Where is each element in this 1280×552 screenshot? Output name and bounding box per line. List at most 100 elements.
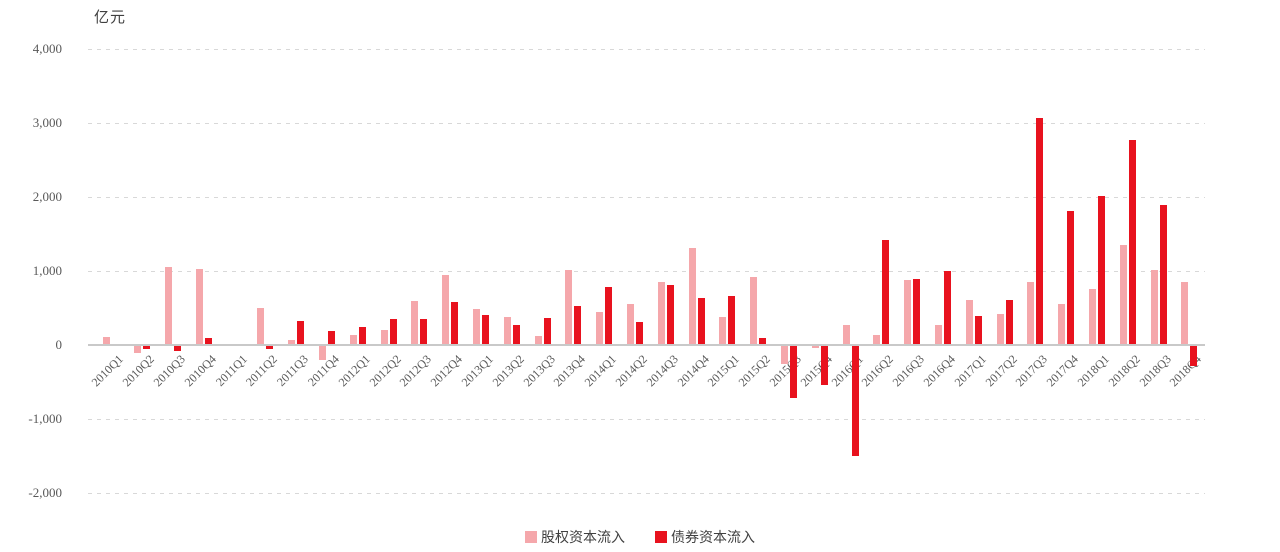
bar-equity-2013Q3	[534, 336, 542, 345]
bar-equity-2014Q3	[657, 282, 665, 345]
bar-bond-2015Q4	[820, 346, 828, 385]
gridline-1000	[88, 271, 1205, 272]
bar-bond-2010Q2	[143, 346, 151, 350]
y-tick-label-4000: 4,000	[32, 41, 62, 56]
bar-bond-2014Q4	[697, 298, 705, 345]
bar-bond-2018Q1	[1098, 196, 1105, 345]
x-tick-label-2017Q3: 2017Q3	[1013, 352, 1051, 390]
y-tick-label-3000: 3,000	[32, 115, 62, 130]
bar-bond-2017Q4	[1067, 211, 1075, 345]
y-axis-unit-label: 亿元	[94, 10, 127, 26]
bar-bond-2018Q3	[1159, 204, 1167, 345]
bar-equity-2015Q2	[750, 277, 758, 345]
bond-series-swatch-icon	[655, 531, 667, 543]
bar-equity-2011Q4	[319, 346, 326, 361]
bar-equity-2015Q4	[811, 346, 819, 348]
bar-bond-2018Q2	[1128, 140, 1136, 345]
bar-bond-2017Q1	[974, 316, 982, 345]
bar-bond-2011Q4	[328, 331, 335, 345]
x-tick-label-2016Q4: 2016Q4	[920, 352, 958, 390]
x-tick-label-2010Q1: 2010Q1	[89, 352, 127, 390]
x-tick-label-2013Q2: 2013Q2	[489, 352, 527, 390]
bar-bond-2010Q4	[204, 338, 212, 345]
gridline--2000	[88, 493, 1205, 494]
x-tick-label-2018Q3: 2018Q3	[1136, 352, 1174, 390]
bar-bond-2012Q4	[451, 302, 459, 345]
gridline-4000	[88, 49, 1205, 50]
gridline--1000	[88, 419, 1205, 420]
bar-equity-2017Q2	[996, 314, 1004, 345]
x-tick-label-2015Q2: 2015Q2	[735, 352, 774, 390]
bar-equity-2012Q4	[442, 275, 450, 345]
bar-bond-2016Q3	[913, 279, 921, 345]
bar-bond-2014Q3	[666, 284, 674, 345]
bar-bond-2010Q3	[174, 346, 181, 351]
legend-item-bond: 债券资本流入	[655, 527, 755, 547]
x-tick-label-2012Q2: 2012Q2	[366, 352, 404, 390]
bar-equity-2010Q2	[134, 346, 142, 354]
y-tick-label-2000: 2,000	[32, 189, 62, 204]
x-tick-label-2013Q3: 2013Q3	[520, 352, 558, 390]
legend-label-equity: 股权资本流入	[541, 531, 625, 546]
bar-equity-2014Q4	[688, 248, 696, 345]
bar-bond-2016Q4	[944, 271, 951, 345]
x-tick-label-2018Q4: 2018Q4	[1167, 352, 1205, 390]
bar-equity-2011Q3	[288, 340, 296, 345]
x-tick-label-2012Q4: 2012Q4	[427, 352, 466, 390]
bar-equity-2016Q2	[873, 335, 881, 345]
y-tick-label--1000: -1,000	[28, 411, 62, 426]
x-tick-label-2014Q4: 2014Q4	[674, 352, 712, 390]
x-tick-label-2013Q4: 2013Q4	[551, 352, 589, 390]
y-tick-label--2000: -2,000	[28, 485, 62, 500]
legend-item-equity: 股权资本流入	[525, 527, 625, 547]
x-tick-label-2016Q1: 2016Q1	[828, 352, 866, 390]
bar-bond-2013Q3	[543, 318, 551, 345]
chart-legend: 股权资本流入 债券资本流入	[0, 527, 1280, 547]
bar-equity-2017Q3	[1027, 281, 1035, 345]
bar-bond-2015Q3	[790, 346, 797, 398]
y-tick-label-0: 0	[55, 337, 63, 352]
bar-equity-2013Q2	[503, 317, 511, 345]
bar-bond-2012Q1	[358, 326, 366, 345]
bar-equity-2015Q3	[781, 346, 788, 364]
x-tick-label-2015Q1: 2015Q1	[705, 352, 743, 390]
x-tick-label-2010Q2: 2010Q2	[119, 352, 158, 390]
bar-equity-2016Q4	[935, 325, 942, 345]
bar-bond-2018Q4	[1190, 346, 1198, 366]
gridline-2000	[88, 197, 1205, 198]
bar-equity-2010Q3	[165, 267, 172, 345]
x-tick-label-2011Q2: 2011Q2	[243, 352, 281, 389]
x-tick-label-2017Q2: 2017Q2	[982, 352, 1020, 390]
x-tick-label-2014Q3: 2014Q3	[643, 352, 681, 390]
x-tick-label-2014Q2: 2014Q2	[612, 352, 650, 390]
x-tick-label-2017Q1: 2017Q1	[951, 352, 989, 390]
bar-equity-2013Q4	[565, 269, 573, 345]
bar-equity-2014Q1	[596, 311, 604, 345]
x-tick-label-2011Q1: 2011Q1	[212, 352, 250, 389]
bar-equity-2018Q1	[1089, 289, 1096, 345]
bar-equity-2011Q2	[257, 308, 265, 345]
bar-bond-2013Q2	[512, 324, 520, 345]
bar-bond-2017Q2	[1005, 300, 1013, 345]
x-tick-label-2016Q3: 2016Q3	[889, 352, 928, 390]
bar-bond-2016Q2	[882, 239, 890, 345]
bar-equity-2018Q4	[1181, 281, 1189, 345]
bar-equity-2010Q1	[103, 336, 111, 345]
y-tick-label-1000: 1,000	[32, 263, 62, 278]
bar-bond-2012Q2	[389, 319, 397, 345]
bar-bond-2012Q3	[420, 318, 428, 345]
bar-bond-2015Q2	[759, 338, 767, 345]
x-tick-label-2013Q1: 2013Q1	[458, 352, 496, 390]
gridline-3000	[88, 123, 1205, 124]
x-tick-label-2018Q2: 2018Q2	[1105, 352, 1143, 390]
x-tick-label-2012Q3: 2012Q3	[397, 352, 435, 390]
x-tick-label-2012Q1: 2012Q1	[335, 352, 373, 390]
x-axis-zero-line	[88, 344, 1205, 346]
x-tick-label-2010Q4: 2010Q4	[181, 352, 219, 390]
bar-bond-2014Q1	[605, 286, 613, 345]
x-tick-label-2010Q3: 2010Q3	[150, 352, 188, 390]
bar-equity-2017Q4	[1058, 304, 1066, 345]
bar-bond-2015Q1	[728, 296, 736, 345]
x-tick-label-2017Q4: 2017Q4	[1043, 352, 1082, 390]
